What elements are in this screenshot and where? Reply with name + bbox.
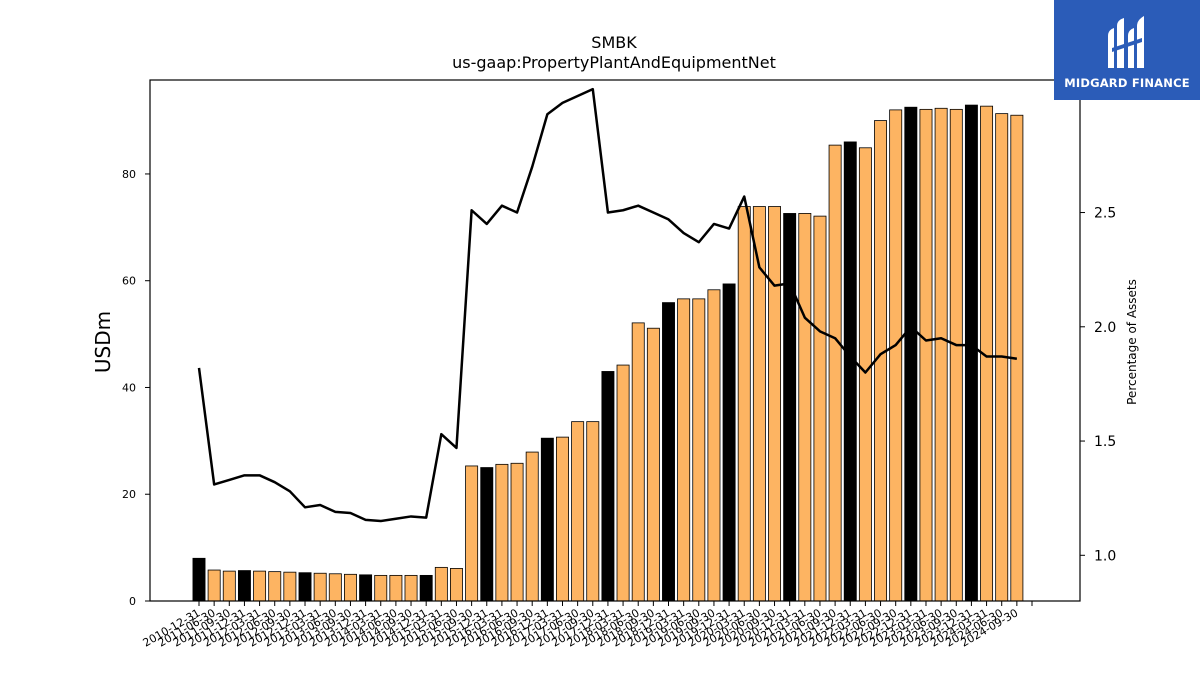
bar [586,421,600,602]
brand-logo: MIDGARD FINANCE [1054,0,1200,100]
bar [374,574,388,602]
bar [722,283,736,602]
bar [465,465,479,602]
bar [253,570,267,602]
y-tick-label-right: 2.5 [1094,206,1116,222]
bar [222,570,236,602]
bar [237,570,251,602]
chart-title: SMBK [591,33,637,52]
bar [450,568,463,602]
bar [359,574,373,602]
bar [949,108,963,602]
bar [540,437,554,602]
bar [298,572,312,602]
bar [919,108,933,602]
bar [889,109,903,602]
bar [616,364,630,602]
bar [828,144,842,602]
logo-text: MIDGARD FINANCE [1064,76,1190,90]
plot-frame [149,79,1081,602]
bar [571,421,585,602]
bar [313,572,327,602]
bar [404,574,418,602]
bar [328,573,342,602]
bar [510,462,524,602]
bar [207,569,221,602]
y-tick-label-left: 40 [122,381,136,394]
bar [556,436,569,602]
bar [737,206,751,602]
bars-group [192,104,1024,602]
y-tick-label-left: 60 [122,275,136,288]
y-tick-label-left: 0 [129,595,136,608]
bar [843,141,857,602]
bar [525,451,539,602]
bar [389,574,403,602]
bar [904,106,918,602]
bar [434,566,448,602]
bar [495,463,509,602]
y-tick-label-left: 20 [122,488,136,501]
bar [480,467,494,602]
bar [692,298,706,602]
bar [813,215,827,602]
series-line [197,87,1018,523]
y-tick-label-right: 1.0 [1094,548,1116,564]
bar [798,213,812,602]
bar [646,327,660,602]
bar [268,571,282,602]
bar [677,298,691,602]
bar [964,104,978,602]
bar [934,107,948,602]
bar [192,557,206,602]
chart-subtitle: us-gaap:PropertyPlantAndEquipmentNet [452,53,776,72]
bar [707,289,721,602]
bar [419,574,433,602]
line-group [197,87,1018,523]
y-axis-label-right: Percentage of Assets [1125,279,1139,405]
y-axis-label-left: USDm [91,311,115,373]
bar [858,147,872,602]
bar [343,573,357,602]
bar [662,302,675,602]
bar [783,213,797,602]
y-tick-label-right: 2.0 [1094,320,1116,336]
logo-mark-icon [1108,16,1144,68]
bar [601,371,615,602]
y-tick-label-right: 1.5 [1094,434,1116,450]
axes-group: 0204060801.01.52.02.52010-12-312011-06-3… [122,79,1116,650]
y-tick-label-left: 80 [122,168,136,181]
bar [768,206,781,602]
bar [283,571,297,602]
bar [631,322,645,602]
